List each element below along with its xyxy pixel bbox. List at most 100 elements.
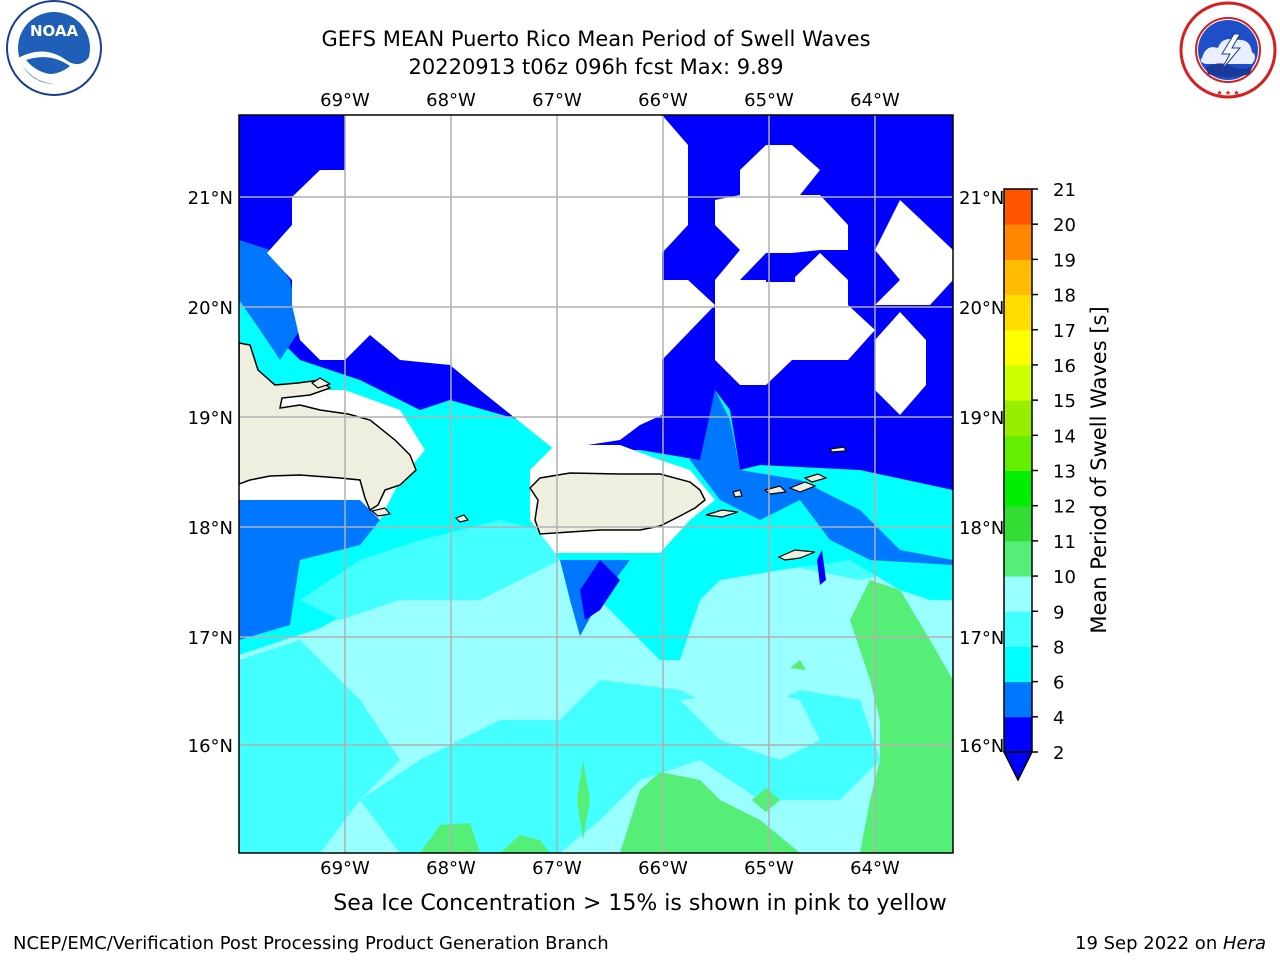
colorbar: [1002, 188, 1034, 782]
lon-label-bottom: 68°W: [426, 858, 476, 879]
land-mona: [454, 514, 470, 523]
land-st-croix: [777, 549, 816, 561]
lon-label-top: 65°W: [744, 90, 794, 111]
chart-title: GEFS MEAN Puerto Rico Mean Period of Swe…: [321, 27, 871, 51]
land-culebra: [732, 489, 743, 498]
lon-label-top: 67°W: [532, 90, 582, 111]
land-puerto-rico: [529, 472, 706, 535]
no-data-mask-ne5: [766, 253, 795, 282]
colorbar-swatch: [1004, 364, 1032, 401]
noaa-logo-text: NOAA: [30, 22, 79, 40]
colorbar-tick-label: 14: [1053, 426, 1076, 447]
colorbar-tick-label: 2: [1053, 743, 1064, 764]
colorbar-tick-label: 21: [1053, 180, 1076, 201]
lat-label-right: 21°N: [959, 188, 1004, 209]
lat-label-right: 19°N: [959, 408, 1004, 429]
colorbar-swatch: [1004, 505, 1032, 542]
footer-date-text: 19 Sep 2022 on: [1075, 933, 1223, 954]
colorbar-swatch: [1004, 435, 1032, 471]
band-0-2-spot: [817, 550, 826, 585]
colorbar-tick-label: 18: [1053, 286, 1076, 307]
colorbar-extend-arrow: [1002, 751, 1034, 782]
no-data-mask-ne2: [715, 253, 875, 385]
land-saona: [370, 507, 392, 517]
svg-text:★ ★ ★: ★ ★ ★: [1216, 89, 1239, 97]
colorbar-tick-label: 11: [1053, 532, 1076, 553]
band-6-8-west-low: [239, 640, 400, 853]
lon-label-bottom: 66°W: [638, 858, 688, 879]
no-data-mask-north: [267, 115, 715, 450]
lon-label-bottom: 64°W: [850, 858, 900, 879]
band-2-4-nw: [239, 240, 300, 360]
colorbar-swatch: [1004, 611, 1032, 647]
band-9-10-spot4: [790, 660, 806, 670]
colorbar-tick-label: 8: [1053, 637, 1064, 658]
band-6-8-mid: [300, 520, 560, 620]
colorbar-tick-label: 19: [1053, 250, 1076, 271]
lat-label-left: 18°N: [188, 518, 233, 539]
colorbar-swatch: [1004, 681, 1032, 718]
lon-label-top: 66°W: [638, 90, 688, 111]
graticule: [239, 115, 953, 853]
colorbar-tick-label: 16: [1053, 356, 1076, 377]
lat-label-left: 17°N: [188, 628, 233, 649]
lon-label-bottom: 65°W: [744, 858, 794, 879]
band-0-2-south: [580, 560, 620, 620]
land-vieques: [705, 509, 739, 518]
lon-label-top: 68°W: [426, 90, 476, 111]
colorbar-tick-label: 12: [1053, 497, 1076, 518]
land-anegada: [828, 446, 847, 453]
band-2-4-east: [690, 380, 953, 565]
colorbar-tick-label: 9: [1053, 602, 1064, 623]
nws-logo: ★ ★ ★: [1179, 1, 1277, 99]
band-8-9-patch: [680, 690, 820, 760]
colorbar-swatch: [1004, 224, 1032, 260]
colorbar-swatch: [1004, 540, 1032, 577]
lat-label-right: 17°N: [959, 628, 1004, 649]
footer-credit: NCEP/EMC/Verification Post Processing Pr…: [13, 933, 609, 954]
no-data-mask-ne4: [875, 312, 926, 415]
lat-label-right: 18°N: [959, 518, 1004, 539]
colorbar-swatch: [1004, 294, 1032, 331]
footer-date: 19 Sep 2022 on Hera: [1075, 933, 1266, 954]
footer-host: Hera: [1222, 933, 1266, 954]
swell-period-field: [239, 115, 953, 853]
colorbar-swatch: [1004, 329, 1032, 366]
colorbar-tick-label: 10: [1053, 567, 1076, 588]
colorbar-tick-label: 15: [1053, 391, 1076, 412]
lat-label-left: 20°N: [188, 298, 233, 319]
land-hispaniola: [239, 342, 417, 512]
colorbar-tick-label: 4: [1053, 708, 1064, 729]
lat-label-left: 21°N: [188, 188, 233, 209]
colorbar-swatch: [1004, 259, 1032, 296]
band-9-10-sw: [420, 823, 480, 853]
band-9-10-s2: [500, 835, 550, 853]
band-9-10-spot: [752, 788, 780, 812]
colorbar-label: Mean Period of Swell Waves [s]: [1087, 306, 1111, 633]
land-tortuga: [310, 377, 332, 389]
chart-subtitle: 20220913 t06z 096h fcst Max: 9.89: [408, 55, 784, 79]
colorbar-ticks: 2 4 6 8 9 10 11 12 13 14 15 16 17 18 19 20 21: [1032, 180, 1076, 764]
lon-label-top: 69°W: [320, 90, 370, 111]
land-virgin-gorda: [803, 473, 828, 483]
colorbar-swatch: [1004, 646, 1032, 683]
colorbar-tick-label: 6: [1053, 673, 1064, 694]
lon-label-top: 64°W: [850, 90, 900, 111]
noaa-logo: NOAA: [6, 0, 102, 96]
band-9-10-spot2: [577, 760, 590, 840]
no-data-mask-ne3: [875, 200, 953, 305]
lat-label-left: 19°N: [188, 408, 233, 429]
colorbar-tick-label: 17: [1053, 321, 1076, 342]
colorbar-tick-label: 20: [1053, 215, 1076, 236]
lat-label-right: 20°N: [959, 298, 1004, 319]
lat-label-left: 16°N: [188, 736, 233, 757]
band-9-10-south: [620, 772, 800, 853]
land-tortola: [788, 481, 817, 493]
colorbar-swatch: [1004, 470, 1032, 507]
colorbar-swatch: [1004, 576, 1032, 612]
lon-label-bottom: 69°W: [320, 858, 370, 879]
no-data-mask-ne: [715, 145, 848, 305]
map-frame: [238, 114, 954, 854]
colorbar-tick-label: 13: [1053, 462, 1076, 483]
